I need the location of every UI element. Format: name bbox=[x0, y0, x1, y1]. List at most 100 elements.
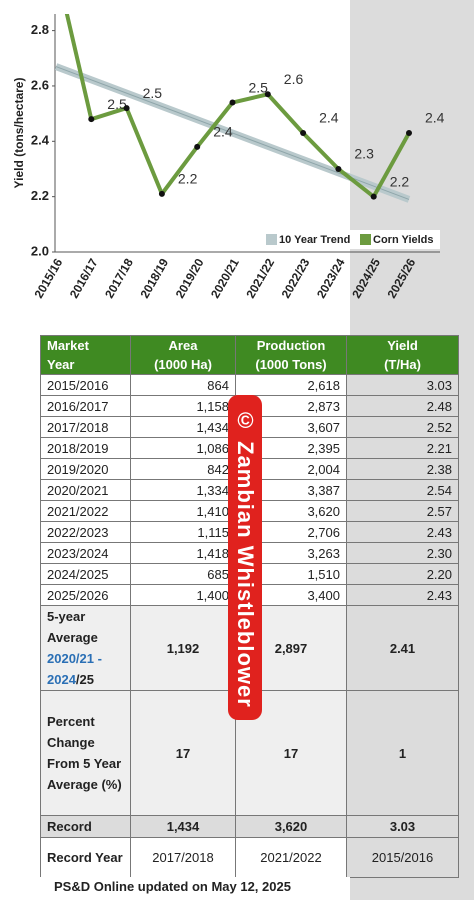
marker bbox=[123, 105, 130, 112]
footnote: PS&D Online updated on May 12, 2025 bbox=[40, 877, 350, 900]
cell: 3,263 bbox=[235, 542, 347, 564]
summary-label: Record bbox=[40, 815, 131, 838]
cell: 864 bbox=[130, 374, 236, 396]
cell: 3,607 bbox=[235, 416, 347, 438]
x-tick-label: 2024/25 bbox=[349, 256, 383, 301]
cell: 2020/2021 bbox=[40, 479, 131, 501]
cell: 2,873 bbox=[235, 395, 347, 417]
summary-value: 2.41 bbox=[346, 605, 459, 691]
cell: 2.57 bbox=[346, 500, 459, 522]
x-tick-label: 2021/22 bbox=[243, 256, 277, 301]
data-row: 2023/2024 1,418 3,263 2.30 bbox=[40, 542, 459, 564]
data-label: 2.3 bbox=[354, 146, 374, 162]
x-tick-label: 2015/16 bbox=[32, 256, 66, 301]
cell: 2,618 bbox=[235, 374, 347, 396]
cell: 1,334 bbox=[130, 479, 236, 501]
y-tick-label: 2.4 bbox=[31, 133, 50, 148]
label-range-end: /25 bbox=[75, 672, 94, 687]
marker bbox=[229, 99, 236, 106]
cell: 2019/2020 bbox=[40, 458, 131, 480]
data-label: 2.2 bbox=[390, 173, 410, 189]
cell: 2018/2019 bbox=[40, 437, 131, 459]
data-label: 2.6 bbox=[284, 71, 304, 87]
summary-value: 1 bbox=[346, 690, 459, 816]
data-row: 2020/2021 1,334 3,387 2.54 bbox=[40, 479, 459, 501]
summary-value: 2021/2022 bbox=[235, 837, 347, 878]
label-text: Record bbox=[47, 819, 92, 834]
cell: 2025/2026 bbox=[40, 584, 131, 606]
data-label: 2.2 bbox=[178, 171, 198, 187]
legend: 10 Year Trend Corn Yields bbox=[262, 230, 440, 249]
y-tick-label: 2.2 bbox=[31, 188, 49, 203]
header-line: Production bbox=[256, 338, 326, 353]
label-range-link: 2020/21 - 2024 bbox=[47, 651, 102, 687]
header-cell: Market Year bbox=[40, 335, 131, 375]
data-label: 2.4 bbox=[213, 124, 233, 140]
legend-label: Corn Yields bbox=[373, 234, 434, 246]
cell: 2.21 bbox=[346, 437, 459, 459]
header-line: (1000 Tons) bbox=[255, 357, 327, 372]
marker bbox=[406, 130, 412, 136]
cell: 3.03 bbox=[346, 374, 459, 396]
watermark-text: Zambian Whistleblower bbox=[233, 440, 258, 708]
data-row: 2021/2022 1,410 3,620 2.57 bbox=[40, 500, 459, 522]
cell: 1,086 bbox=[130, 437, 236, 459]
header-line: Area bbox=[168, 338, 198, 353]
cell: 2.48 bbox=[346, 395, 459, 417]
x-tick-label: 2016/17 bbox=[67, 256, 101, 301]
summary-row: Percent Change From 5 Year Average (%) 17… bbox=[40, 690, 459, 816]
cell: 2015/2016 bbox=[40, 374, 131, 396]
y-axis-label: Yield (tons/hectare) bbox=[12, 78, 26, 189]
x-tick-label: 2018/19 bbox=[137, 256, 171, 301]
chart: Yield (tons/hectare) 2.0 2.2 2.4 2.6 2.8 2015… bbox=[12, 14, 445, 301]
data-row: 2017/2018 1,434 3,607 2.52 bbox=[40, 416, 459, 438]
summary-row: Record 1,434 3,620 3.03 bbox=[40, 815, 459, 838]
summary-value: 17 bbox=[130, 690, 236, 816]
watermark: © Zambian Whistleblower bbox=[228, 395, 262, 720]
cell: 3,620 bbox=[235, 500, 347, 522]
marker bbox=[300, 130, 307, 136]
summary-label: 5-year Average 2020/21 - 2024/25 bbox=[40, 605, 131, 691]
header-line: (T/Ha) bbox=[384, 357, 421, 372]
cell: 3,400 bbox=[235, 584, 347, 606]
data-label: 2.4 bbox=[319, 110, 339, 126]
header-cell: Production (1000 Tons) bbox=[235, 335, 347, 375]
label-range: 2020/21 - 2024/25 bbox=[47, 648, 124, 690]
cell: 2022/2023 bbox=[40, 521, 131, 543]
marker bbox=[370, 193, 377, 200]
summary-value: 1,434 bbox=[130, 815, 236, 838]
cell: 2.30 bbox=[346, 542, 459, 564]
data-label: 2.4 bbox=[425, 110, 445, 126]
summary-row: Record Year 2017/2018 2021/2022 2015/2016 bbox=[40, 837, 459, 878]
header-line: Year bbox=[47, 357, 75, 372]
data-row: 2025/2026 1,400 3,400 2.43 bbox=[40, 584, 459, 606]
summary-value: 1,192 bbox=[130, 605, 236, 691]
label-text: Record Year bbox=[47, 850, 123, 865]
data-label: 2.5 bbox=[107, 96, 127, 112]
x-tick-label: 2022/23 bbox=[279, 256, 313, 301]
header-line: (1000 Ha) bbox=[154, 357, 212, 372]
cell: 2017/2018 bbox=[40, 416, 131, 438]
x-tick-label: 2023/24 bbox=[314, 256, 348, 301]
cell: 2023/2024 bbox=[40, 542, 131, 564]
summary-label: Percent Change From 5 Year Average (%) bbox=[40, 690, 131, 816]
cell: 2.43 bbox=[346, 584, 459, 606]
y-tick-label: 2.6 bbox=[31, 77, 49, 92]
header-cell: Yield (T/Ha) bbox=[346, 335, 459, 375]
cell: 1,418 bbox=[130, 542, 236, 564]
summary-value: 3,620 bbox=[235, 815, 347, 838]
label-text: Percent Change From 5 Year Average (%) bbox=[47, 714, 122, 792]
cell: 2021/2022 bbox=[40, 500, 131, 522]
marker bbox=[158, 190, 165, 197]
cell: 842 bbox=[130, 458, 236, 480]
cell: 1,410 bbox=[130, 500, 236, 522]
header-line: Market bbox=[47, 338, 89, 353]
watermark-symbol: © bbox=[233, 407, 258, 434]
legend-box bbox=[262, 230, 440, 249]
label-text: 5-year Average bbox=[47, 609, 98, 645]
data-table: Market Year Area (1000 Ha) Production (1000 T… bbox=[40, 335, 459, 878]
summary-value: 3.03 bbox=[346, 815, 459, 838]
marker bbox=[88, 116, 95, 123]
data-row: 2016/2017 1,158 2,873 2.48 bbox=[40, 395, 459, 417]
y-tick-label: 2.8 bbox=[31, 22, 49, 37]
